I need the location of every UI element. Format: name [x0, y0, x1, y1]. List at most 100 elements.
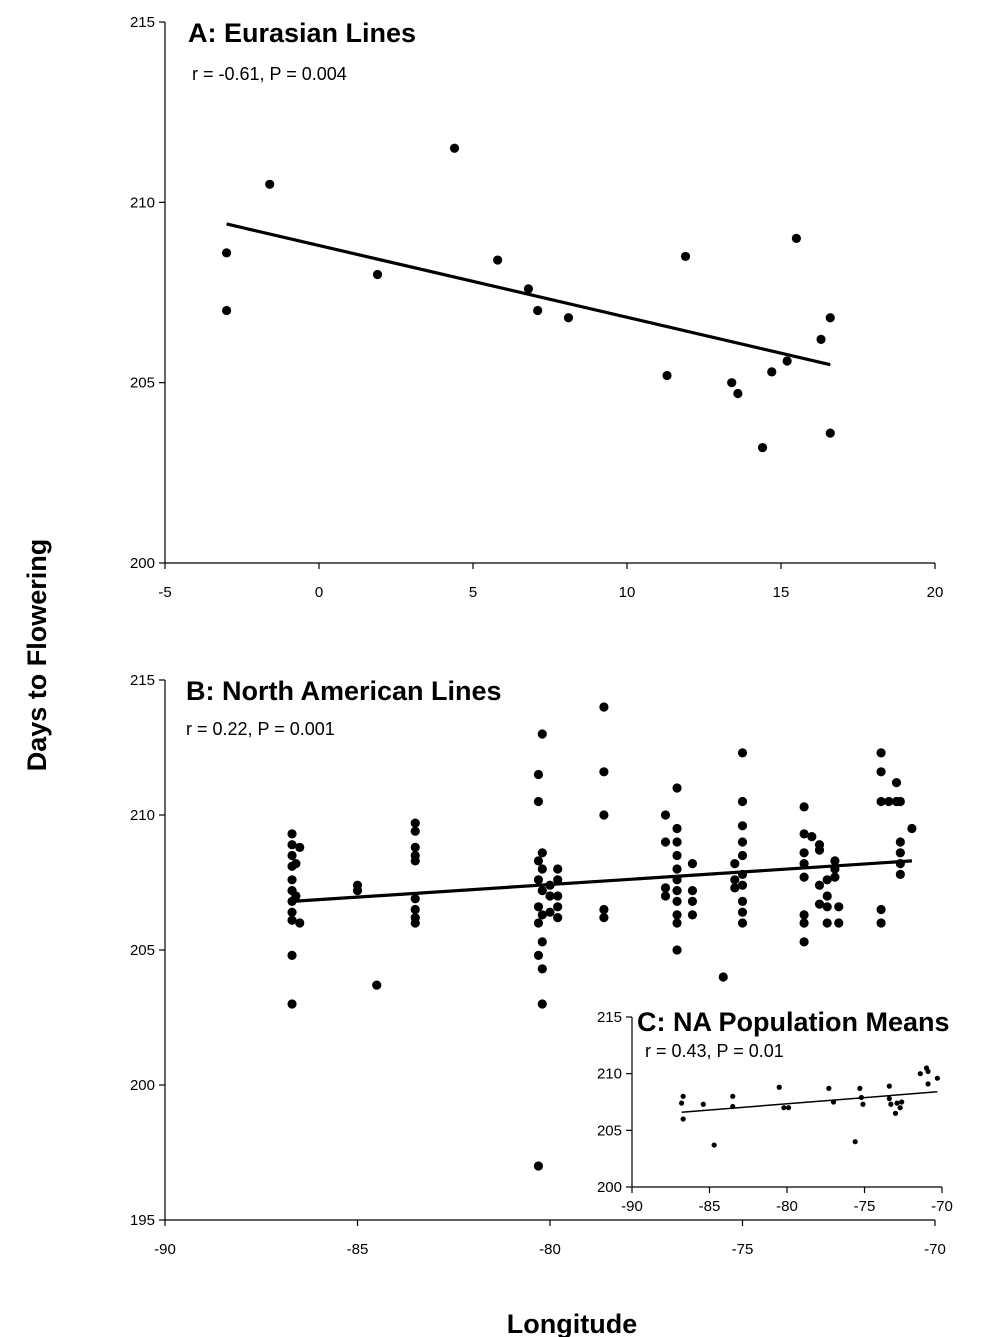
panel-b-data-point	[672, 918, 682, 928]
panel-a-data-point	[265, 179, 275, 189]
panel-c-data-point	[892, 1110, 899, 1116]
panel-b-data-point	[537, 886, 547, 896]
panel-b-data-point	[799, 918, 809, 928]
panel-b-data-point	[799, 802, 809, 812]
panel-b-data-point	[891, 778, 902, 788]
panel-b-data-point	[372, 980, 382, 990]
panel-b-data-point	[876, 796, 886, 807]
panel-b-data-point	[737, 850, 748, 861]
panel-c-na-population-means: 200 205 210 215 -90 -85 -80 -75 -70 C: NA Popula…	[597, 1007, 953, 1215]
panel-b-data-point	[537, 964, 547, 974]
panel-a-title: A: Eurasian Lines	[188, 18, 416, 48]
panel-c-data-point	[826, 1085, 832, 1091]
panel-a-data-point	[523, 284, 534, 294]
panel-c-data-point	[679, 1100, 685, 1106]
panel-b-data-point	[730, 859, 740, 869]
panel-a-data-point	[791, 233, 802, 243]
panel-b-data-point	[814, 880, 825, 890]
panel-b-data-point	[799, 872, 809, 882]
panel-a-x-tick-label: 10	[619, 584, 636, 601]
panel-c-data-point	[934, 1075, 940, 1081]
panel-b-data-point	[599, 702, 609, 712]
panel-b-data-point	[410, 842, 420, 853]
panel-c-x-tick-label: -70	[931, 1198, 953, 1215]
panel-a-data-point	[782, 356, 792, 366]
panel-b-data-point	[287, 950, 297, 961]
panel-b-north-american-lines: 195 200 205 210 215 -90 -85 -80 -75 -70 B: North …	[130, 672, 946, 1258]
panel-a-data-point	[680, 251, 691, 262]
panel-b-data-point	[822, 875, 832, 885]
x-axis-label: Longitude	[507, 1309, 637, 1337]
panel-c-data-point	[899, 1099, 905, 1105]
panel-b-data-point	[672, 910, 682, 920]
panel-b-data-point	[537, 937, 547, 947]
panel-b-data-point	[895, 796, 905, 807]
panel-b-data-point	[533, 856, 544, 866]
panel-c-data-point	[894, 1100, 900, 1106]
panel-b-data-point	[533, 796, 544, 807]
panel-b-data-point	[537, 848, 547, 858]
panel-b-data-point	[737, 837, 748, 847]
panel-b-data-point	[287, 840, 297, 850]
panel-a-data-point	[727, 378, 737, 388]
panel-b-data-point	[687, 896, 698, 907]
panel-c-y-tick-label: 215	[597, 1009, 622, 1026]
panel-b-y-tick-label: 205	[130, 942, 155, 959]
panel-b-data-point	[687, 910, 698, 920]
panel-b-data-point	[410, 818, 420, 828]
panel-b-data-point	[287, 915, 297, 925]
panel-b-data-point	[907, 823, 917, 834]
panel-c-data-point	[730, 1103, 736, 1110]
panel-b-data-point	[287, 907, 297, 917]
panel-b-data-point	[295, 842, 305, 853]
panel-b-data-point	[737, 748, 748, 758]
panel-b-data-point	[553, 864, 563, 874]
panel-b-data-point	[799, 937, 809, 947]
panel-c-data-point	[700, 1101, 706, 1107]
panel-b-x-tick-label: -75	[732, 1241, 754, 1258]
panel-a-data-point	[825, 313, 835, 323]
panel-b-data-point	[553, 891, 563, 901]
panel-c-data-point	[917, 1071, 923, 1077]
panel-b-data-point	[660, 883, 671, 893]
panel-c-data-point	[680, 1093, 686, 1099]
panel-a-y-tick-label: 200	[130, 555, 155, 572]
panel-a-trendline-group	[226, 222, 831, 367]
panel-b-data-point	[830, 872, 840, 882]
panel-a-data-point	[533, 305, 543, 316]
panel-c-data-point	[858, 1094, 865, 1101]
panel-a-eurasian-lines: 200 205 210 215 -5 0 5 10 15 20 A: Eurasian Lines…	[130, 14, 943, 601]
panel-a-data-point	[767, 367, 777, 377]
panel-b-data-point	[545, 891, 555, 901]
panel-b-data-point	[287, 875, 297, 885]
panel-c-data-point	[857, 1085, 863, 1091]
panel-b-data-point	[295, 918, 305, 928]
panel-b-data-point	[599, 913, 609, 923]
panel-b-data-point	[599, 810, 609, 820]
panel-b-trendline	[291, 859, 913, 903]
panel-c-x-tick-label: -75	[854, 1198, 876, 1215]
panel-b-data-point	[410, 894, 420, 904]
panel-b-data-point	[730, 883, 740, 893]
panel-a-axes: 200 205 210 215 -5 0 5 10 15 20	[130, 14, 943, 601]
panel-b-x-tick-label: -70	[924, 1241, 946, 1258]
panel-b-data-point	[533, 769, 544, 780]
panel-b-data-point	[737, 880, 748, 890]
panel-b-data-point	[799, 910, 809, 920]
panel-c-data-point	[897, 1105, 903, 1111]
panel-b-data-point	[672, 837, 682, 847]
panel-b-y-tick-label: 200	[130, 1077, 155, 1094]
panel-c-stats: r = 0.43, P = 0.01	[645, 1041, 784, 1061]
panel-b-data-point	[410, 856, 420, 866]
panel-b-data-point	[287, 829, 297, 839]
panel-b-data-point	[533, 918, 544, 928]
panel-b-data-point	[660, 891, 671, 901]
panel-a-data-point	[662, 370, 672, 381]
panel-b-data-point	[410, 904, 420, 915]
panel-b-data-point	[834, 902, 844, 912]
panel-b-y-tick-label: 210	[130, 807, 155, 824]
panel-b-data-point	[737, 821, 748, 831]
panel-a-x-tick-label: 5	[469, 584, 477, 601]
panel-a-data-point	[825, 428, 835, 438]
panel-a-points	[222, 143, 835, 453]
